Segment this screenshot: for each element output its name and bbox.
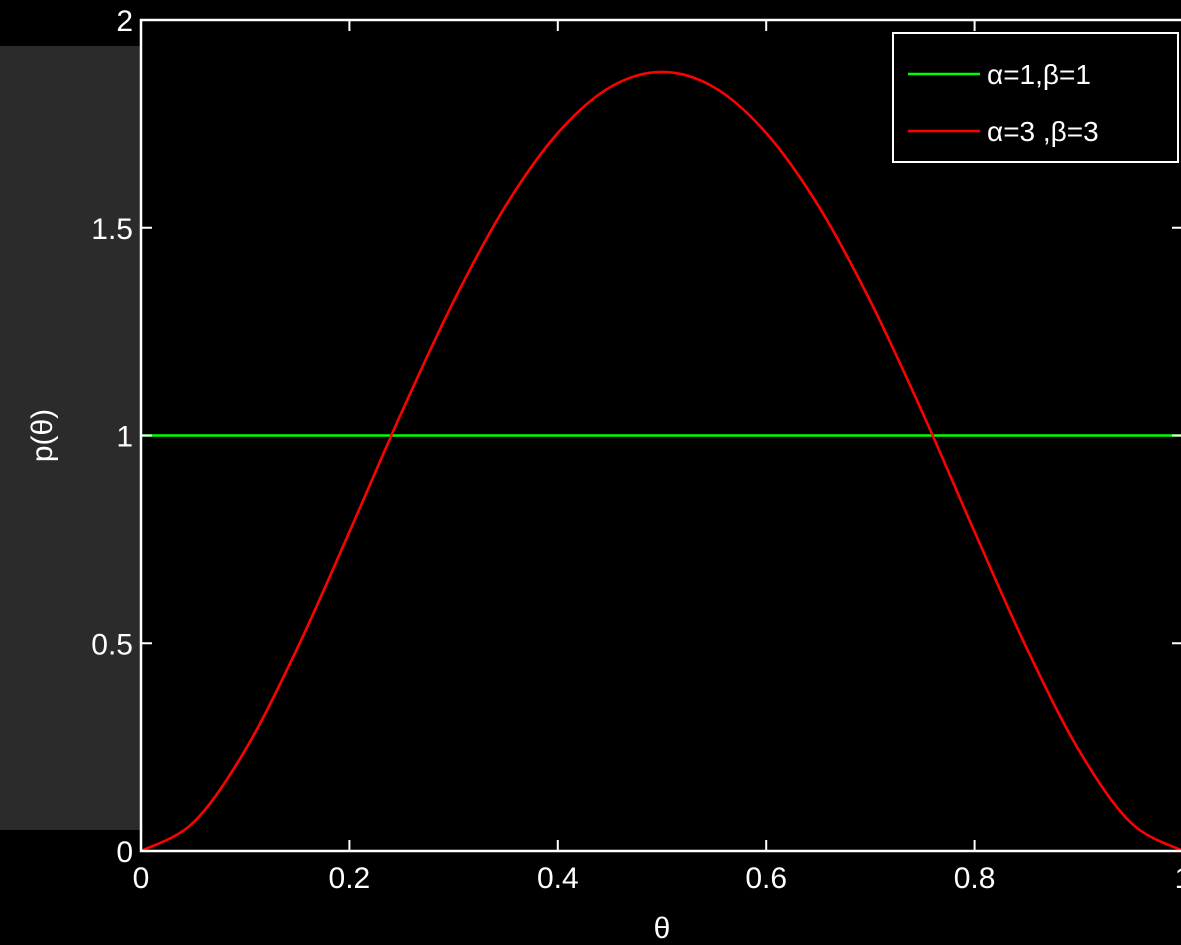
- x-axis-title: θ: [654, 912, 671, 945]
- y-tick-label: 2: [116, 5, 133, 38]
- series-layer: [140, 70, 1181, 853]
- y-axis-title: p(θ): [26, 409, 59, 462]
- legend-label-2: α=3 ,β=3: [987, 116, 1099, 147]
- x-tick-label: 0.4: [537, 862, 579, 895]
- legend-box: [892, 32, 1179, 163]
- legend: α=1,β=1 α=3 ,β=3: [892, 32, 1179, 163]
- y-tick-label: 0: [116, 836, 133, 869]
- y-tick-label: 1.5: [91, 213, 133, 246]
- x-tick-label: 0: [133, 862, 150, 895]
- background-panel: [0, 46, 140, 830]
- y-tick-label: 0.5: [91, 628, 133, 661]
- series-line-2: [140, 70, 1181, 853]
- ticks-layer: 0 0.2 0.4 0.6 0.8 1 0 0.5 1 1.5 2: [91, 5, 1181, 895]
- x-tick-label: 0.2: [329, 862, 371, 895]
- legend-label-1: α=1,β=1: [987, 59, 1091, 90]
- x-tick-label: 1: [1175, 862, 1181, 895]
- y-tick-label: 1: [116, 421, 133, 454]
- x-tick-label: 0.6: [745, 862, 787, 895]
- x-tick-label: 0.8: [954, 862, 996, 895]
